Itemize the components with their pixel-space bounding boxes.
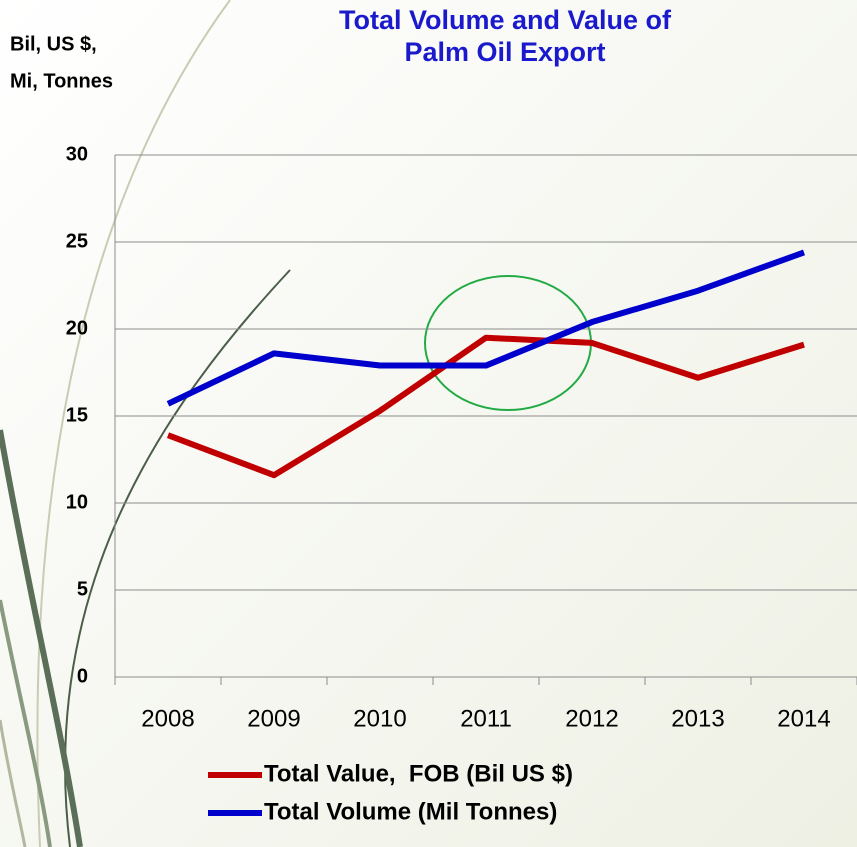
decoration (0, 0, 291, 847)
y-axis-label: Mi, Tonnes (10, 70, 113, 92)
y-tick-label: 10 (66, 491, 88, 513)
y-tick-label: 15 (66, 404, 88, 426)
y-tick-label: 20 (66, 317, 88, 339)
series-line (166, 249, 806, 407)
y-tick-label: 30 (66, 143, 88, 165)
y-axis-label: Bil, US $, (10, 33, 97, 55)
y-tick-label: 0 (77, 665, 88, 687)
x-tick-label: 2009 (247, 705, 300, 732)
x-tick-label: 2010 (353, 705, 406, 732)
chart-title: Palm Oil Export (404, 37, 605, 67)
y-tick-label: 25 (66, 230, 88, 252)
series-line (166, 334, 805, 479)
legend-label: Total Volume (Mil Tonnes) (264, 798, 557, 825)
y-tick-label: 5 (77, 578, 88, 600)
legend-label: Total Value, FOB (Bil US $) (264, 760, 573, 787)
x-tick-label: 2012 (565, 705, 618, 732)
chart-title: Total Volume and Value of (339, 5, 672, 35)
x-tick-label: 2008 (141, 705, 194, 732)
x-tick-label: 2013 (671, 705, 724, 732)
x-tick-label: 2014 (777, 705, 830, 732)
x-tick-label: 2011 (460, 705, 512, 732)
